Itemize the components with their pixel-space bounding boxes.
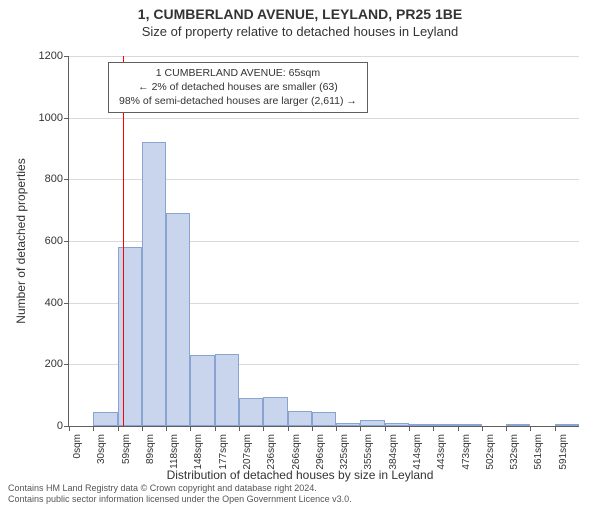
histogram-bar <box>142 142 166 426</box>
ytick-mark <box>64 303 69 304</box>
xtick-label: 443sqm <box>436 434 447 470</box>
xtick-label: 0sqm <box>72 434 83 458</box>
xtick-mark <box>312 426 313 431</box>
xtick-mark <box>93 426 94 431</box>
xtick-label: 148sqm <box>193 434 204 470</box>
xtick-mark <box>433 426 434 431</box>
xtick-mark <box>239 426 240 431</box>
annotation-line2: ← 2% of detached houses are smaller (63) <box>119 80 357 94</box>
footer-attribution: Contains HM Land Registry data © Crown c… <box>8 483 352 504</box>
histogram-bar <box>215 354 239 426</box>
xtick-label: 532sqm <box>509 434 520 470</box>
xtick-label: 236sqm <box>266 434 277 470</box>
ytick-label: 200 <box>23 358 63 370</box>
histogram-bar <box>360 420 384 426</box>
histogram-bar <box>288 411 312 426</box>
xtick-mark <box>385 426 386 431</box>
gridline <box>69 56 579 57</box>
histogram-bar <box>409 424 433 426</box>
annotation-line1: 1 CUMBERLAND AVENUE: 65sqm <box>119 66 357 80</box>
histogram-bar <box>433 424 457 426</box>
ytick-label: 0 <box>23 420 63 432</box>
xtick-label: 266sqm <box>291 434 302 470</box>
xtick-label: 355sqm <box>363 434 374 470</box>
ytick-mark <box>64 179 69 180</box>
histogram-bar <box>312 412 336 426</box>
xtick-mark <box>288 426 289 431</box>
xtick-mark <box>360 426 361 431</box>
histogram-bar <box>118 247 142 426</box>
chart-container: 1, CUMBERLAND AVENUE, LEYLAND, PR25 1BE … <box>0 6 600 506</box>
histogram-bar <box>166 213 190 426</box>
histogram-bar <box>263 397 287 426</box>
footer-line1: Contains HM Land Registry data © Crown c… <box>8 483 352 493</box>
xtick-mark <box>530 426 531 431</box>
histogram-bar <box>555 424 579 426</box>
xtick-mark <box>166 426 167 431</box>
xtick-mark <box>482 426 483 431</box>
xtick-mark <box>190 426 191 431</box>
ytick-mark <box>64 118 69 119</box>
ytick-label: 800 <box>23 173 63 185</box>
xtick-label: 325sqm <box>339 434 350 470</box>
xtick-label: 561sqm <box>533 434 544 470</box>
histogram-bar <box>336 423 360 426</box>
xtick-mark <box>263 426 264 431</box>
ytick-label: 1200 <box>23 50 63 62</box>
title-subtitle: Size of property relative to detached ho… <box>0 24 600 39</box>
ytick-mark <box>64 56 69 57</box>
ytick-label: 400 <box>23 297 63 309</box>
xtick-mark <box>506 426 507 431</box>
histogram-bar <box>506 424 530 426</box>
xtick-label: 89sqm <box>145 434 156 464</box>
xtick-label: 207sqm <box>242 434 253 470</box>
xtick-label: 384sqm <box>388 434 399 470</box>
annotation-line3: 98% of semi-detached houses are larger (… <box>119 94 357 108</box>
title-address: 1, CUMBERLAND AVENUE, LEYLAND, PR25 1BE <box>0 6 600 22</box>
xtick-mark <box>409 426 410 431</box>
xtick-label: 59sqm <box>121 434 132 464</box>
histogram-bar <box>93 412 117 426</box>
ytick-mark <box>64 241 69 242</box>
histogram-bar <box>385 423 409 426</box>
xtick-label: 30sqm <box>96 434 107 464</box>
xtick-label: 591sqm <box>558 434 569 470</box>
xtick-label: 414sqm <box>412 434 423 470</box>
histogram-bar <box>239 398 263 426</box>
ytick-label: 1000 <box>23 112 63 124</box>
xtick-label: 502sqm <box>485 434 496 470</box>
xtick-label: 118sqm <box>169 434 180 469</box>
xtick-mark <box>142 426 143 431</box>
histogram-bar <box>190 355 214 426</box>
xtick-label: 296sqm <box>315 434 326 470</box>
xtick-mark <box>118 426 119 431</box>
xtick-mark <box>336 426 337 431</box>
ytick-mark <box>64 364 69 365</box>
xtick-mark <box>555 426 556 431</box>
footer-line2: Contains public sector information licen… <box>8 494 352 504</box>
xtick-label: 177sqm <box>218 434 229 470</box>
x-axis-label: Distribution of detached houses by size … <box>0 468 600 482</box>
ytick-label: 600 <box>23 235 63 247</box>
xtick-mark <box>215 426 216 431</box>
xtick-mark <box>69 426 70 431</box>
annotation-box: 1 CUMBERLAND AVENUE: 65sqm ← 2% of detac… <box>108 62 368 113</box>
histogram-bar <box>458 424 482 426</box>
gridline <box>69 118 579 119</box>
xtick-label: 473sqm <box>461 434 472 470</box>
xtick-mark <box>458 426 459 431</box>
